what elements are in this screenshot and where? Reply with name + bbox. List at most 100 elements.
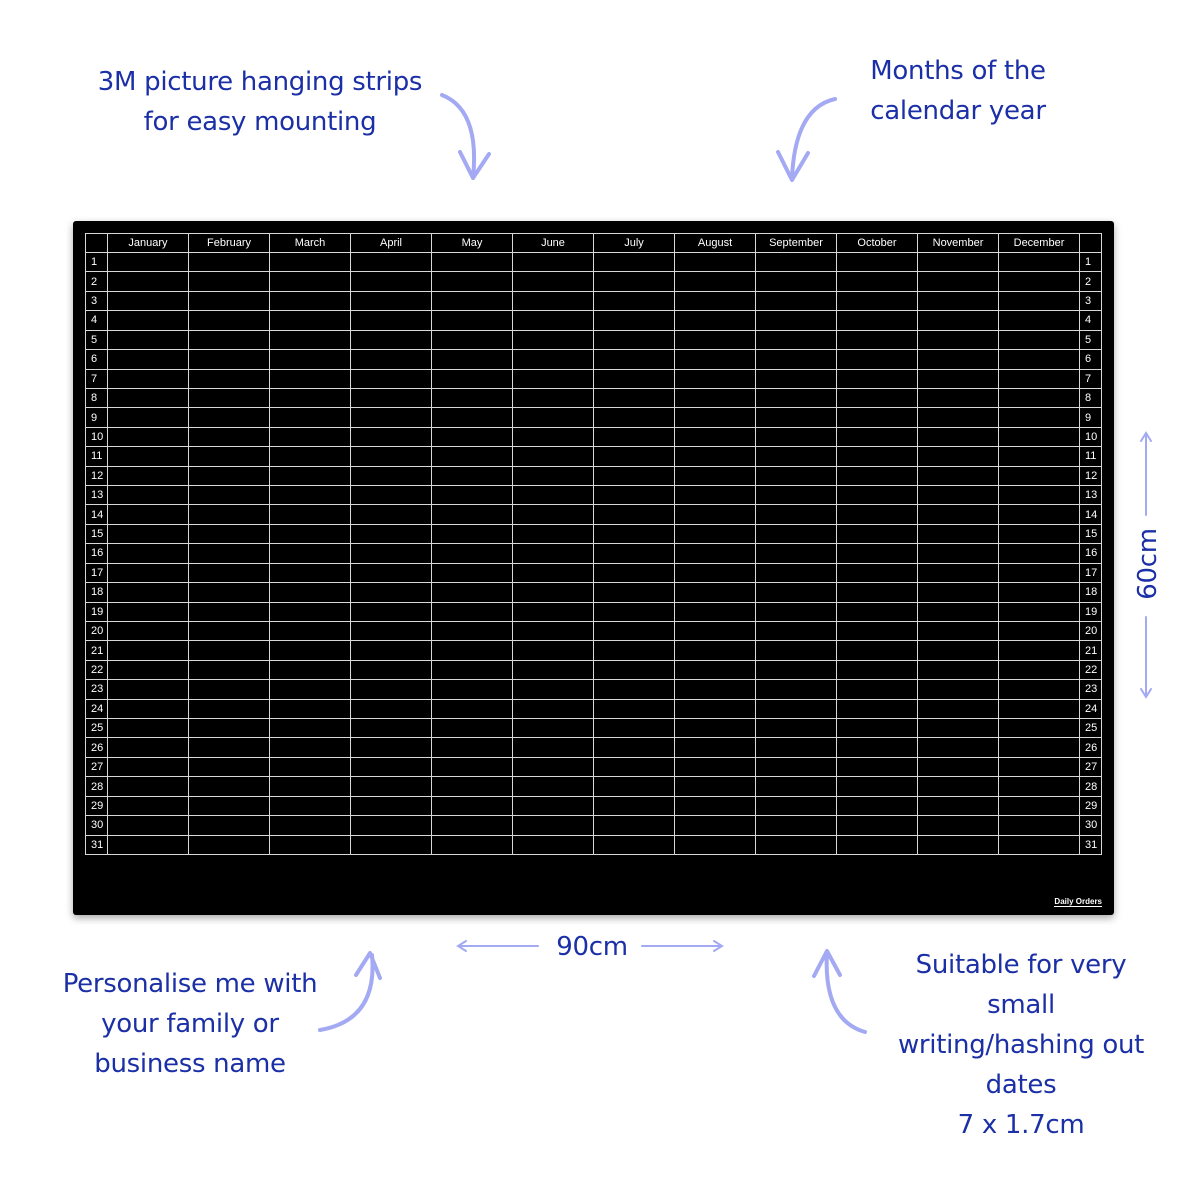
- personalise-note: Personalise me with your family or busin…: [40, 964, 340, 1084]
- day-cell: [756, 757, 837, 778]
- day-cell: [513, 563, 594, 584]
- day-cell: [837, 524, 918, 545]
- day-cell: [756, 602, 837, 622]
- day-cell: [999, 427, 1080, 448]
- day-cell: [351, 796, 432, 817]
- day-number: 7: [86, 369, 108, 389]
- day-cell: [351, 583, 432, 603]
- day-cell: [837, 563, 918, 584]
- day-cell: [351, 311, 432, 331]
- day-cell: [108, 427, 189, 448]
- day-cell: [108, 505, 189, 525]
- day-cell: [270, 447, 351, 467]
- day-number: 14: [1080, 505, 1102, 525]
- day-cell: [594, 835, 675, 855]
- day-cell: [999, 796, 1080, 817]
- day-cell: [594, 369, 675, 389]
- month-header: November: [918, 234, 999, 253]
- day-cell: [594, 524, 675, 545]
- day-cell: [351, 544, 432, 564]
- day-cell: [675, 680, 756, 700]
- day-cell: [756, 427, 837, 448]
- day-cell: [594, 796, 675, 817]
- day-number: 6: [1080, 350, 1102, 370]
- day-cell: [432, 486, 513, 506]
- day-number: 5: [1080, 330, 1102, 351]
- day-cell: [432, 680, 513, 700]
- day-cell: [918, 272, 999, 292]
- day-cell: [837, 796, 918, 817]
- day-cell: [513, 757, 594, 778]
- day-cell: [108, 253, 189, 273]
- day-cell: [108, 738, 189, 758]
- day-number: 5: [86, 330, 108, 351]
- day-cell: [999, 719, 1080, 739]
- day-cell: [513, 524, 594, 545]
- day-cell: [675, 311, 756, 331]
- day-cell: [918, 311, 999, 331]
- day-cell: [189, 621, 270, 642]
- day-cell: [594, 719, 675, 739]
- day-cell: [189, 583, 270, 603]
- day-cell: [351, 330, 432, 351]
- day-number: 26: [1080, 738, 1102, 758]
- day-number: 16: [1080, 544, 1102, 564]
- day-cell: [351, 641, 432, 661]
- month-header: May: [432, 234, 513, 253]
- day-cell: [675, 388, 756, 409]
- day-cell: [999, 466, 1080, 487]
- day-cell: [918, 447, 999, 467]
- day-cell: [999, 544, 1080, 564]
- day-cell: [756, 544, 837, 564]
- day-cell: [189, 757, 270, 778]
- arrow-left-icon: [456, 940, 539, 952]
- day-cell: [675, 699, 756, 720]
- day-cell: [513, 408, 594, 428]
- day-number: 4: [86, 311, 108, 331]
- day-cell: [189, 408, 270, 428]
- day-cell: [918, 388, 999, 409]
- day-cell: [594, 272, 675, 292]
- day-number: 25: [1080, 719, 1102, 739]
- day-cell: [918, 699, 999, 720]
- arrow-right-icon: [641, 940, 724, 952]
- day-cell: [432, 563, 513, 584]
- day-cell: [675, 738, 756, 758]
- day-number: 23: [86, 680, 108, 700]
- day-cell: [837, 408, 918, 428]
- day-cell: [108, 641, 189, 661]
- day-cell: [432, 291, 513, 312]
- day-cell: [756, 291, 837, 312]
- day-cell: [432, 719, 513, 739]
- day-cell: [594, 660, 675, 681]
- day-cell: [918, 427, 999, 448]
- day-cell: [513, 719, 594, 739]
- day-cell: [189, 544, 270, 564]
- day-number: 15: [86, 524, 108, 545]
- day-cell: [675, 602, 756, 622]
- day-cell: [837, 621, 918, 642]
- day-cell: [513, 796, 594, 817]
- day-cell: [918, 350, 999, 370]
- day-cell: [918, 466, 999, 487]
- day-cell: [108, 311, 189, 331]
- day-cell: [189, 272, 270, 292]
- day-cell: [513, 680, 594, 700]
- day-cell: [918, 796, 999, 817]
- day-cell: [675, 757, 756, 778]
- day-cell: [432, 699, 513, 720]
- day-cell: [756, 311, 837, 331]
- day-cell: [756, 738, 837, 758]
- day-cell: [513, 369, 594, 389]
- day-number: 15: [1080, 524, 1102, 545]
- day-cell: [918, 816, 999, 836]
- day-cell: [270, 369, 351, 389]
- day-cell: [270, 388, 351, 409]
- day-cell: [513, 641, 594, 661]
- day-cell: [351, 621, 432, 642]
- day-cell: [189, 447, 270, 467]
- day-cell: [189, 680, 270, 700]
- day-cell: [918, 369, 999, 389]
- day-cell: [432, 777, 513, 797]
- note-line: dates: [985, 1070, 1057, 1100]
